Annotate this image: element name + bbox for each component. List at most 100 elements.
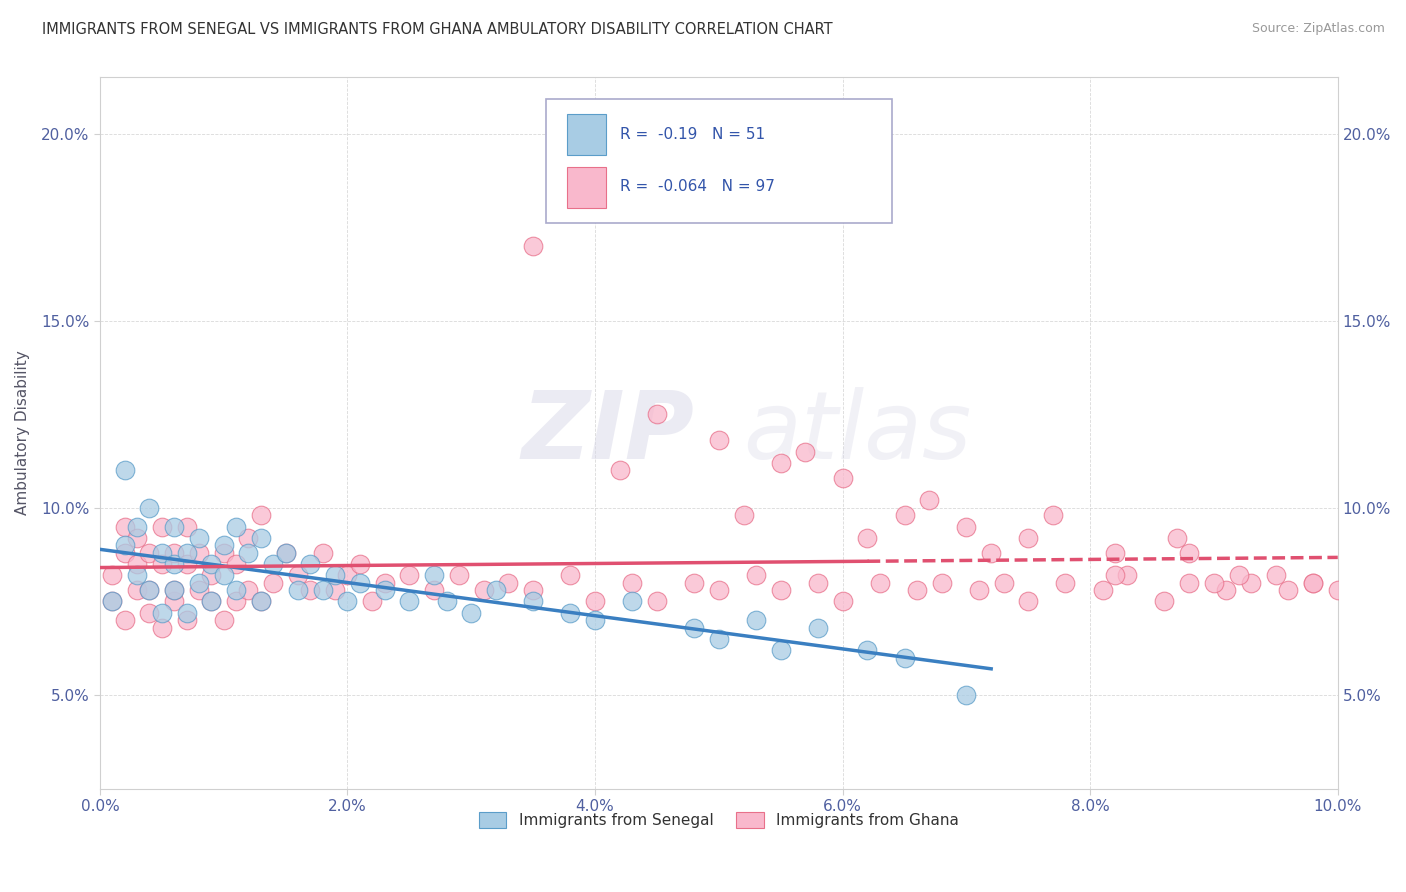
Point <box>176 613 198 627</box>
Point <box>101 594 124 608</box>
Point <box>645 594 668 608</box>
Point <box>138 583 160 598</box>
Point <box>807 621 830 635</box>
Point <box>299 583 322 598</box>
Point <box>522 239 544 253</box>
Point <box>336 594 359 608</box>
Point <box>583 613 606 627</box>
Point <box>583 594 606 608</box>
Point <box>1326 583 1348 598</box>
Point <box>1104 568 1126 582</box>
Point <box>212 546 235 560</box>
Point <box>250 594 273 608</box>
Point <box>125 568 148 582</box>
Point <box>125 519 148 533</box>
Text: atlas: atlas <box>744 387 972 478</box>
Point <box>683 575 706 590</box>
Point <box>423 583 446 598</box>
Point <box>1178 546 1201 560</box>
Point <box>1116 568 1139 582</box>
Point <box>312 546 335 560</box>
Point <box>114 519 136 533</box>
Point <box>1104 546 1126 560</box>
Point <box>225 594 247 608</box>
Point <box>769 456 792 470</box>
Point <box>187 531 209 545</box>
Point <box>323 583 346 598</box>
Point <box>250 531 273 545</box>
Point <box>1277 583 1299 598</box>
Point <box>176 546 198 560</box>
Point <box>621 594 644 608</box>
Point <box>274 546 297 560</box>
Point <box>200 568 222 582</box>
Point <box>645 407 668 421</box>
Y-axis label: Ambulatory Disability: Ambulatory Disability <box>15 351 30 516</box>
Point <box>349 557 371 571</box>
Point <box>1042 508 1064 523</box>
Point <box>101 568 124 582</box>
Point <box>707 632 730 646</box>
Point <box>187 583 209 598</box>
Point <box>114 546 136 560</box>
Point <box>1302 575 1324 590</box>
Point <box>1153 594 1175 608</box>
Point <box>349 575 371 590</box>
Point <box>200 557 222 571</box>
Point <box>1178 575 1201 590</box>
Point <box>176 557 198 571</box>
Point <box>361 594 384 608</box>
Point <box>707 583 730 598</box>
Point <box>621 575 644 590</box>
Point <box>163 583 186 598</box>
Point <box>163 557 186 571</box>
Point <box>967 583 990 598</box>
Point <box>150 606 173 620</box>
Point <box>114 538 136 552</box>
Point <box>225 557 247 571</box>
Point <box>522 583 544 598</box>
Point <box>274 546 297 560</box>
Point <box>225 519 247 533</box>
Point <box>125 557 148 571</box>
FancyBboxPatch shape <box>546 99 893 223</box>
Point <box>1302 575 1324 590</box>
Point <box>423 568 446 582</box>
Point <box>238 531 260 545</box>
Point <box>374 583 396 598</box>
Point <box>1054 575 1077 590</box>
Point <box>498 575 520 590</box>
Point <box>212 538 235 552</box>
Point <box>485 583 508 598</box>
Point <box>262 575 284 590</box>
Point <box>176 606 198 620</box>
Point <box>374 575 396 590</box>
Point <box>1202 575 1225 590</box>
Point <box>893 508 915 523</box>
Point <box>769 583 792 598</box>
Point <box>287 568 309 582</box>
Point <box>125 583 148 598</box>
Point <box>918 493 941 508</box>
Point <box>856 531 879 545</box>
Point <box>831 471 853 485</box>
Point <box>807 575 830 590</box>
Point <box>1166 531 1188 545</box>
Point <box>212 613 235 627</box>
Text: R =  -0.064   N = 97: R = -0.064 N = 97 <box>620 178 775 194</box>
Point <box>238 546 260 560</box>
Point <box>522 594 544 608</box>
Point <box>150 519 173 533</box>
Point <box>472 583 495 598</box>
Point <box>150 546 173 560</box>
Point <box>101 594 124 608</box>
Point <box>1017 531 1039 545</box>
Point <box>560 568 582 582</box>
Point <box>138 546 160 560</box>
Point <box>980 546 1002 560</box>
Point <box>1227 568 1250 582</box>
Text: R =  -0.19   N = 51: R = -0.19 N = 51 <box>620 127 765 142</box>
Point <box>436 594 458 608</box>
Point <box>955 519 977 533</box>
Point <box>114 613 136 627</box>
